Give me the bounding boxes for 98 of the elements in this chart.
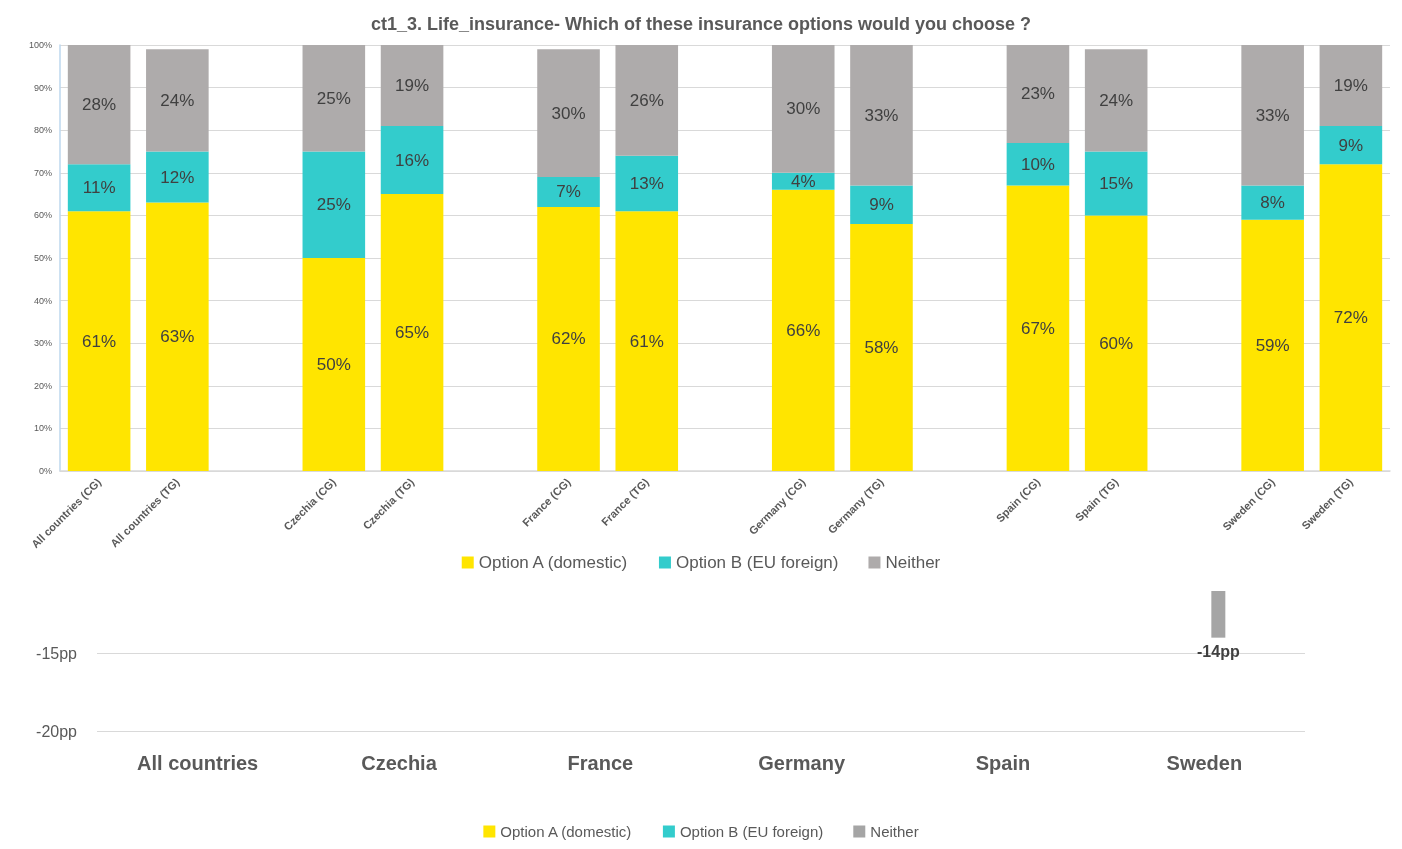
data-label: 30%	[786, 99, 821, 119]
data-label: 30%	[551, 103, 586, 123]
data-label: 67%	[1020, 318, 1055, 338]
bar	[850, 223, 913, 471]
bar	[771, 189, 835, 471]
bar	[1319, 164, 1383, 471]
data-label: 65%	[395, 323, 430, 343]
bar	[302, 45, 366, 152]
bar	[380, 125, 444, 195]
data-label: 19%	[1333, 75, 1368, 95]
data-label: 23%	[1020, 84, 1055, 104]
data-label: 33%	[864, 105, 899, 125]
bar	[67, 211, 131, 471]
data-label: 10%	[1020, 154, 1055, 174]
y-tick-label: 40%	[33, 295, 52, 306]
y-tick-label: 0%	[38, 466, 52, 476]
x-tick-label: Spain	[975, 752, 1031, 774]
bar	[1084, 49, 1148, 152]
data-label: -14pp	[1197, 643, 1240, 661]
bar	[537, 206, 600, 471]
bar	[1006, 142, 1070, 186]
legend-label: Option A (domestic)	[478, 553, 628, 572]
bar	[146, 151, 209, 203]
bar	[146, 202, 209, 471]
y-tick-label: -15pp	[36, 644, 78, 662]
y-tick-label: 20%	[33, 380, 52, 391]
bar	[850, 45, 913, 186]
data-label: 9%	[869, 195, 894, 215]
data-label: 25%	[316, 88, 351, 108]
y-tick-label: 60%	[33, 210, 52, 221]
bar	[537, 177, 600, 207]
data-label: 25%	[316, 195, 351, 215]
bar	[615, 211, 679, 471]
data-label: 24%	[160, 90, 195, 110]
bar	[380, 45, 444, 126]
x-tick-label: France	[567, 752, 634, 774]
bar	[615, 155, 679, 212]
bar	[615, 45, 679, 156]
bar	[146, 49, 209, 152]
legend-label: Option A (domestic)	[500, 823, 632, 840]
data-label: 13%	[629, 173, 664, 193]
chart-title: ct1_3. Life_insurance- Which of these insurance options would you choose ?	[370, 14, 1032, 34]
bar	[302, 151, 366, 258]
y-tick-label: 50%	[33, 253, 52, 263]
bar	[380, 194, 444, 471]
data-label: 50%	[316, 355, 351, 374]
bar	[1241, 45, 1304, 186]
data-label: 59%	[1255, 335, 1290, 355]
data-label: 72%	[1333, 308, 1368, 328]
y-tick-label: 90%	[33, 82, 52, 93]
bar	[537, 49, 600, 178]
x-tick-label: All countries	[137, 752, 259, 774]
bar	[1241, 219, 1304, 471]
legend-label: Neither	[885, 553, 941, 572]
data-label: 4%	[790, 171, 816, 191]
data-label: 7%	[556, 182, 581, 202]
legend-label: Option B (EU foreign)	[679, 823, 824, 840]
bar	[1241, 185, 1304, 220]
data-label: 8%	[1260, 193, 1285, 213]
bar	[771, 45, 835, 173]
y-tick-label: 10%	[33, 423, 52, 434]
y-tick-label: 70%	[33, 167, 52, 178]
data-label: 26%	[629, 90, 664, 110]
data-label: 16%	[395, 150, 430, 170]
x-tick-label: Sweden	[1166, 752, 1243, 774]
data-label: 63%	[160, 327, 195, 347]
bar	[1319, 125, 1383, 165]
data-label: 11%	[82, 178, 116, 198]
data-label: 66%	[786, 320, 821, 340]
bar	[850, 185, 913, 224]
data-label: 28%	[82, 95, 117, 115]
data-label: 33%	[1255, 105, 1290, 125]
data-label: 12%	[160, 167, 195, 187]
y-tick-label: 100%	[28, 40, 52, 50]
legend-label: Option B (EU foreign)	[675, 553, 839, 572]
bar	[1084, 215, 1148, 471]
legend-label: Neither	[870, 823, 919, 840]
y-tick-label: 30%	[33, 338, 52, 349]
data-label: 58%	[864, 337, 899, 357]
data-label: 61%	[82, 331, 117, 351]
bar	[67, 45, 131, 165]
bar	[1084, 151, 1148, 216]
data-label: 9%	[1338, 135, 1364, 155]
bar	[1319, 45, 1383, 126]
data-label: 15%	[1099, 173, 1134, 193]
x-tick-label: Germany	[758, 752, 846, 774]
bar	[302, 258, 366, 471]
x-tick-label: Czechia	[361, 752, 438, 774]
bar	[1006, 185, 1070, 471]
data-label: 24%	[1099, 90, 1134, 110]
bar	[67, 164, 131, 212]
data-label: 19%	[395, 75, 430, 95]
data-label: 60%	[1099, 333, 1134, 353]
data-label: 62%	[551, 329, 586, 349]
data-label: 61%	[629, 331, 664, 351]
y-tick-label: 80%	[33, 125, 52, 136]
y-tick-label: -20pp	[36, 722, 78, 740]
bar	[1006, 45, 1070, 143]
